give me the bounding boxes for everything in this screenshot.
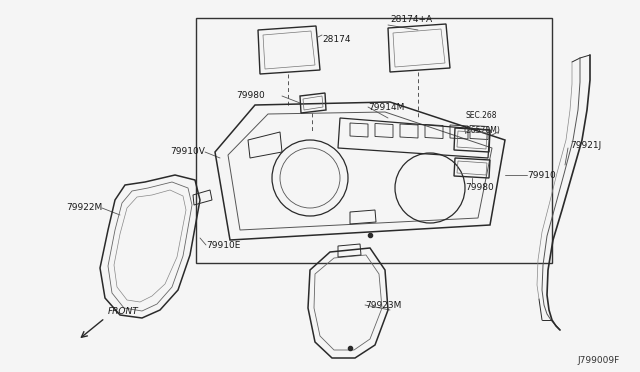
Text: 79980: 79980: [236, 92, 265, 100]
Text: 28174: 28174: [322, 35, 351, 44]
Text: FRONT: FRONT: [108, 307, 139, 316]
Text: 79921J: 79921J: [570, 141, 601, 150]
Text: 79980: 79980: [465, 183, 493, 192]
Text: 79910: 79910: [527, 170, 556, 180]
Text: 79910V: 79910V: [170, 148, 205, 157]
Text: SEC.268: SEC.268: [466, 111, 497, 120]
Text: 79910E: 79910E: [206, 241, 241, 250]
Text: 28174+A: 28174+A: [390, 15, 432, 24]
Text: 79923M: 79923M: [365, 301, 401, 310]
Text: J799009F: J799009F: [578, 356, 620, 365]
Text: 79922M: 79922M: [66, 203, 102, 212]
Text: 79914M: 79914M: [368, 103, 404, 112]
Text: (26570M): (26570M): [463, 126, 500, 135]
